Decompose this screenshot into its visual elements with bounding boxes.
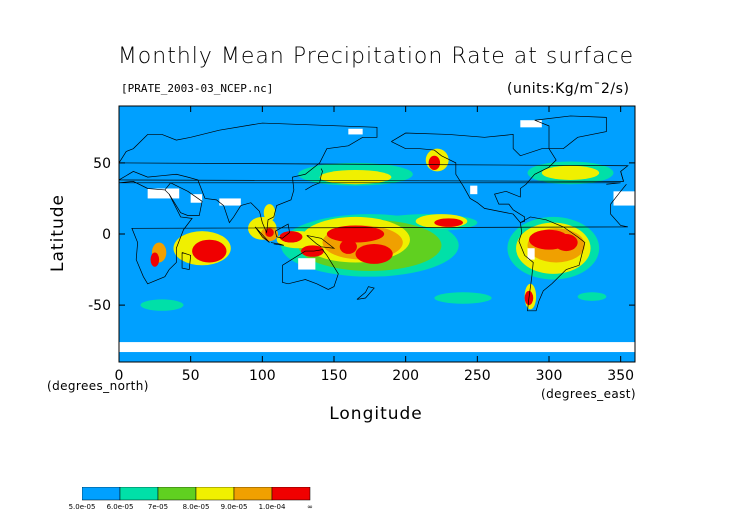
precip-region-level-5 (434, 218, 463, 227)
source-file-label: [PRATE_2003-03_NCEP.nc] (121, 82, 274, 95)
coastline (306, 235, 336, 249)
precip-region-level-5 (279, 231, 303, 243)
units-label: (units:Kg/m¯2/s) (507, 81, 630, 97)
axes-layer: 0 50 100 150 200 250 300 350 -50 0 50 (88, 106, 635, 384)
no-data-region (219, 198, 241, 206)
coastline (119, 181, 628, 285)
coastline (518, 216, 586, 312)
colorbar-label: 5.0e-05 (68, 503, 96, 511)
colorbar-label: 8.0e-05 (182, 503, 210, 511)
precip-region-level-5 (339, 239, 357, 254)
precip-region-level-1 (577, 292, 607, 301)
coastline-layer (119, 115, 629, 312)
y-tick-label: -50 (88, 298, 111, 314)
coastline (356, 286, 375, 300)
precip-region-level-5 (355, 243, 393, 264)
x-axis-unit: (degrees_east) (541, 387, 636, 401)
y-axis-label: Latitude (48, 194, 68, 272)
x-axis-label: Longitude (329, 404, 423, 424)
coastline (254, 226, 270, 243)
coastline (164, 182, 203, 216)
colorbar-swatch (233, 487, 273, 501)
colorbar-swatch (82, 487, 121, 501)
coastline (282, 249, 339, 290)
heatmap-layer (119, 120, 635, 353)
colorbar-label: ∞ (307, 503, 313, 511)
x-tick-label: 300 (536, 368, 563, 384)
no-data-region (190, 194, 203, 203)
coastline (620, 171, 624, 182)
colorbar-swatch (119, 487, 159, 501)
chart-title: Monthly Mean Precipitation Rate at surfa… (117, 44, 635, 69)
colorbar-swatch (271, 487, 311, 501)
coastline (181, 252, 192, 270)
colorbar-swatch (195, 487, 235, 501)
coastline (305, 168, 323, 191)
precip-region-level-5 (326, 225, 385, 243)
x-tick-label: 200 (392, 368, 419, 384)
no-data-region (147, 188, 180, 199)
colorbar-label: 1.0e-04 (258, 503, 286, 511)
coastline (274, 223, 290, 239)
precip-region-level-1 (434, 292, 492, 304)
colorbar-swatch (157, 487, 197, 501)
no-data-region (298, 258, 316, 270)
precip-region-level-3 (263, 204, 276, 222)
precip-region-level-3 (541, 165, 600, 180)
coastline (270, 242, 284, 246)
colorbar (82, 487, 311, 501)
x-tick-label: 50 (182, 368, 200, 384)
precip-region-level-5 (192, 239, 227, 263)
y-tick-label: 50 (93, 156, 111, 172)
y-tick-label: 0 (102, 227, 111, 243)
colorbar-label: 7e-05 (147, 503, 169, 511)
no-data-region (527, 248, 535, 260)
colorbar-label: 6.0e-05 (106, 503, 134, 511)
colorbar-label: 9.0e-05 (220, 503, 248, 511)
precip-region-level-5 (554, 234, 578, 252)
x-tick-label: 250 (464, 368, 491, 384)
precip-region-level-1 (140, 299, 184, 311)
coastline (391, 132, 557, 224)
x-tick-label: 150 (321, 368, 348, 384)
no-data-region (348, 128, 363, 135)
x-tick-label: 100 (249, 368, 276, 384)
precip-region-level-5 (428, 155, 441, 170)
no-data-region (520, 120, 542, 128)
coastline (534, 115, 607, 150)
x-tick-label: 0 (115, 368, 124, 384)
precip-region-level-3 (319, 170, 392, 185)
precip-region-level-5 (150, 252, 160, 267)
no-data-region (470, 185, 478, 195)
coastline (119, 122, 629, 234)
x-tick-label: 350 (607, 368, 634, 384)
no-data-region (613, 191, 635, 206)
y-axis-unit: (degrees_north) (47, 379, 149, 393)
no-data-region (119, 342, 635, 353)
precip-region-level-5 (265, 228, 274, 237)
